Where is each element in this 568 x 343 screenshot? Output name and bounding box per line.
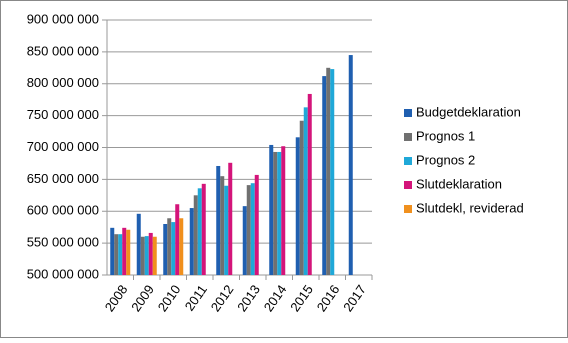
bar [254,174,259,275]
bar [110,227,115,275]
bar [348,55,353,275]
legend-label: Prognos 1 [416,128,475,143]
bar [273,151,278,275]
y-tick-label: 900 000 000 [27,11,99,26]
bar [322,76,327,275]
bar [216,165,221,275]
bar [171,222,176,275]
legend-label: Slutdekl, reviderad [416,200,524,215]
bar [277,151,282,275]
bar [281,146,286,275]
bar [303,107,308,276]
y-tick-label: 750 000 000 [27,107,99,122]
y-tick-label: 600 000 000 [27,203,99,218]
bar [326,67,331,275]
y-tick-label: 550 000 000 [27,235,99,250]
bar [246,185,251,275]
legend-label: Budgetdeklaration [416,104,521,119]
y-tick-label: 700 000 000 [27,139,99,154]
bar [224,185,229,275]
bar [167,218,172,275]
legend-swatch [404,205,412,213]
bar [122,227,127,275]
bar [299,120,304,275]
bar [126,229,131,275]
y-tick-label: 500 000 000 [27,266,99,281]
bar [269,144,274,275]
bar [175,204,180,275]
legend-swatch [404,109,412,117]
bar [307,93,312,275]
bar [140,236,145,275]
legend-swatch [404,181,412,189]
bar [114,234,119,275]
bar [250,183,255,275]
bar [144,236,149,275]
bar [220,176,225,275]
legend-label: Prognos 2 [416,152,475,167]
bar [189,208,194,275]
bar [295,137,300,275]
bar [163,224,168,275]
bar [330,69,335,276]
legend-label: Slutdeklaration [416,176,502,191]
bar [179,218,184,275]
bar [193,195,198,275]
bar [242,206,247,275]
bar [118,234,123,275]
y-tick-label: 650 000 000 [27,171,99,186]
bar [197,188,202,275]
bar [148,232,153,275]
bar [152,236,157,275]
bar [136,213,141,275]
bar [228,162,233,275]
y-tick-label: 800 000 000 [27,75,99,90]
y-tick-label: 850 000 000 [27,43,99,58]
legend-swatch [404,133,412,141]
bar [201,183,206,275]
legend-swatch [404,157,412,165]
